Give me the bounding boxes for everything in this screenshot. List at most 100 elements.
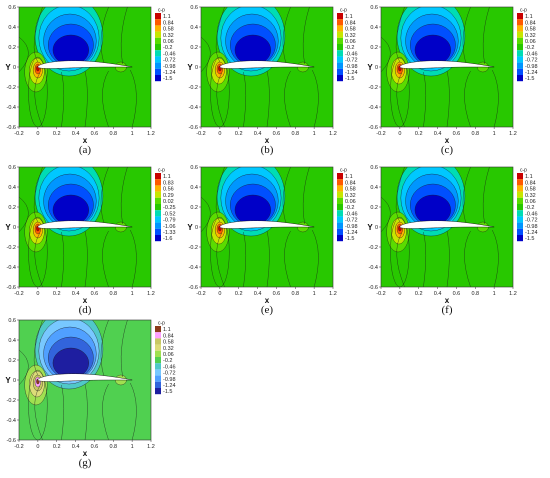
isoline xyxy=(61,231,64,287)
isoline xyxy=(395,167,405,223)
colorbar-swatch xyxy=(155,235,161,242)
colorbar-label: -0.2 xyxy=(525,205,534,211)
colorbar-label: 0.84 xyxy=(525,180,536,186)
colorbar-swatch xyxy=(517,197,523,204)
y-axis-label: Y xyxy=(5,223,11,232)
colorbar-swatch xyxy=(517,50,523,57)
x-tick-label: 1 xyxy=(493,131,496,137)
colorbar-swatch xyxy=(155,363,161,370)
y-tick-label: 0.4 xyxy=(190,25,198,31)
x-axis-label: x xyxy=(83,136,88,145)
isoline xyxy=(34,385,43,440)
isoline xyxy=(492,69,499,127)
x-tick-label: 1 xyxy=(313,291,316,297)
colorbar-label: -0.98 xyxy=(345,64,358,70)
y-tick-label: -0.6 xyxy=(189,125,198,131)
x-tick-label: 0.4 xyxy=(72,444,80,450)
x-tick-label: 0 xyxy=(398,291,401,297)
y-tick-label: -0.4 xyxy=(189,105,198,111)
colorbar-swatch xyxy=(337,216,343,223)
contour-panel-b: -0.2 0 0.2 0.4 0.6 0.8 1 1.2 0.6 0.4 0.2 0 -0.2 -0.4 -… xyxy=(187,5,358,159)
x-tick-label: 0.8 xyxy=(291,131,299,137)
x-tick-label: 1.2 xyxy=(509,291,517,297)
suction-contour xyxy=(414,194,451,226)
colorbar-swatch xyxy=(517,75,523,82)
lower-contour xyxy=(28,369,48,440)
y-tick-label: 0 xyxy=(13,378,16,384)
x-tick-label: 0.4 xyxy=(434,291,442,297)
colorbar-label: -0.72 xyxy=(163,371,176,377)
isoline xyxy=(302,7,310,65)
colorbar-swatch xyxy=(337,37,343,44)
isoline xyxy=(34,72,43,127)
isoline xyxy=(201,36,211,73)
colorbar-title: c-p xyxy=(158,8,165,14)
isoline xyxy=(462,7,471,64)
colorbar-label: 0.06 xyxy=(525,199,536,205)
colorbar-swatch xyxy=(155,210,161,217)
colorbar-swatch xyxy=(155,44,161,51)
isoline xyxy=(61,384,64,440)
isoline xyxy=(19,36,29,73)
colorbar-label: 0.32 xyxy=(163,33,174,39)
colorbar-label: 0.58 xyxy=(525,27,536,33)
isoline xyxy=(482,7,490,65)
x-tick-label: 0 xyxy=(218,291,221,297)
colorbar-label: 1.1 xyxy=(345,14,353,20)
x-tick-label: 1.2 xyxy=(147,444,155,450)
contour-panel-e: -0.2 0 0.2 0.4 0.6 0.8 1 1.2 0.6 0.4 0.2 0 -0.2 -0.4 -… xyxy=(187,165,358,319)
y-axis-label: Y xyxy=(5,376,11,385)
x-tick-label: 1.2 xyxy=(329,291,337,297)
y-tick-label: 0.4 xyxy=(8,338,16,344)
colorbar-label: 0.83 xyxy=(163,180,174,186)
x-tick-label: 0.6 xyxy=(91,131,99,137)
contour-panel-c: -0.2 0 0.2 0.4 0.6 0.8 1 1.2 0.6 0.4 0.2 0 -0.2 -0.4 -… xyxy=(367,5,538,159)
isoline xyxy=(130,229,137,287)
colorbar-swatch xyxy=(517,191,523,198)
colorbar-label: -0.46 xyxy=(525,51,538,57)
x-tick-label: 0.2 xyxy=(235,131,243,137)
colorbar-title: c-p xyxy=(520,8,527,14)
isoline xyxy=(33,7,43,63)
x-tick-label: 1 xyxy=(313,131,316,137)
isoline xyxy=(423,231,426,287)
suction-contour xyxy=(414,34,451,66)
colorbar-swatch xyxy=(337,50,343,57)
y-tick-label: 0.6 xyxy=(370,5,378,11)
y-tick-label: -0.6 xyxy=(7,125,16,131)
x-tick-label: 1.2 xyxy=(147,131,155,137)
colorbar-label: 0.32 xyxy=(163,346,174,352)
isoline xyxy=(482,167,490,225)
colorbar-label: -0.2 xyxy=(345,45,354,51)
colorbar-swatch xyxy=(517,210,523,217)
suction-contour xyxy=(52,34,89,66)
colorbar-label: -1.24 xyxy=(163,383,176,389)
isoline xyxy=(446,230,450,287)
colorbar-swatch xyxy=(517,13,523,20)
isoline xyxy=(464,70,471,127)
x-tick-label: 1 xyxy=(131,291,134,297)
isoline xyxy=(284,70,291,127)
lower-contour xyxy=(210,216,230,287)
colorbar-swatch xyxy=(155,191,161,198)
colorbar-label: -1.5 xyxy=(163,389,172,395)
colorbar-label: -0.72 xyxy=(525,58,538,64)
colorbar-swatch xyxy=(155,56,161,63)
x-tick-label: 0.4 xyxy=(72,131,80,137)
colorbar-swatch xyxy=(517,216,523,223)
y-tick-label: 0.2 xyxy=(8,205,16,211)
y-tick-label: -0.4 xyxy=(189,265,198,271)
colorbar-label: 0.58 xyxy=(525,187,536,193)
panel-caption: (f) xyxy=(441,304,453,316)
colorbar-swatch xyxy=(155,19,161,26)
colorbar-label: -0.98 xyxy=(525,64,538,70)
colorbar-swatch xyxy=(337,56,343,63)
colorbar-label: -1.5 xyxy=(345,236,354,242)
colorbar-title: c-p xyxy=(520,168,527,174)
colorbar-label: -1.5 xyxy=(345,76,354,82)
x-tick-label: 0.2 xyxy=(235,291,243,297)
colorbar-label: -1.24 xyxy=(345,230,358,236)
isoline xyxy=(381,36,391,73)
colorbar-label: 1.1 xyxy=(163,174,171,180)
x-tick-label: 1.2 xyxy=(509,131,517,137)
